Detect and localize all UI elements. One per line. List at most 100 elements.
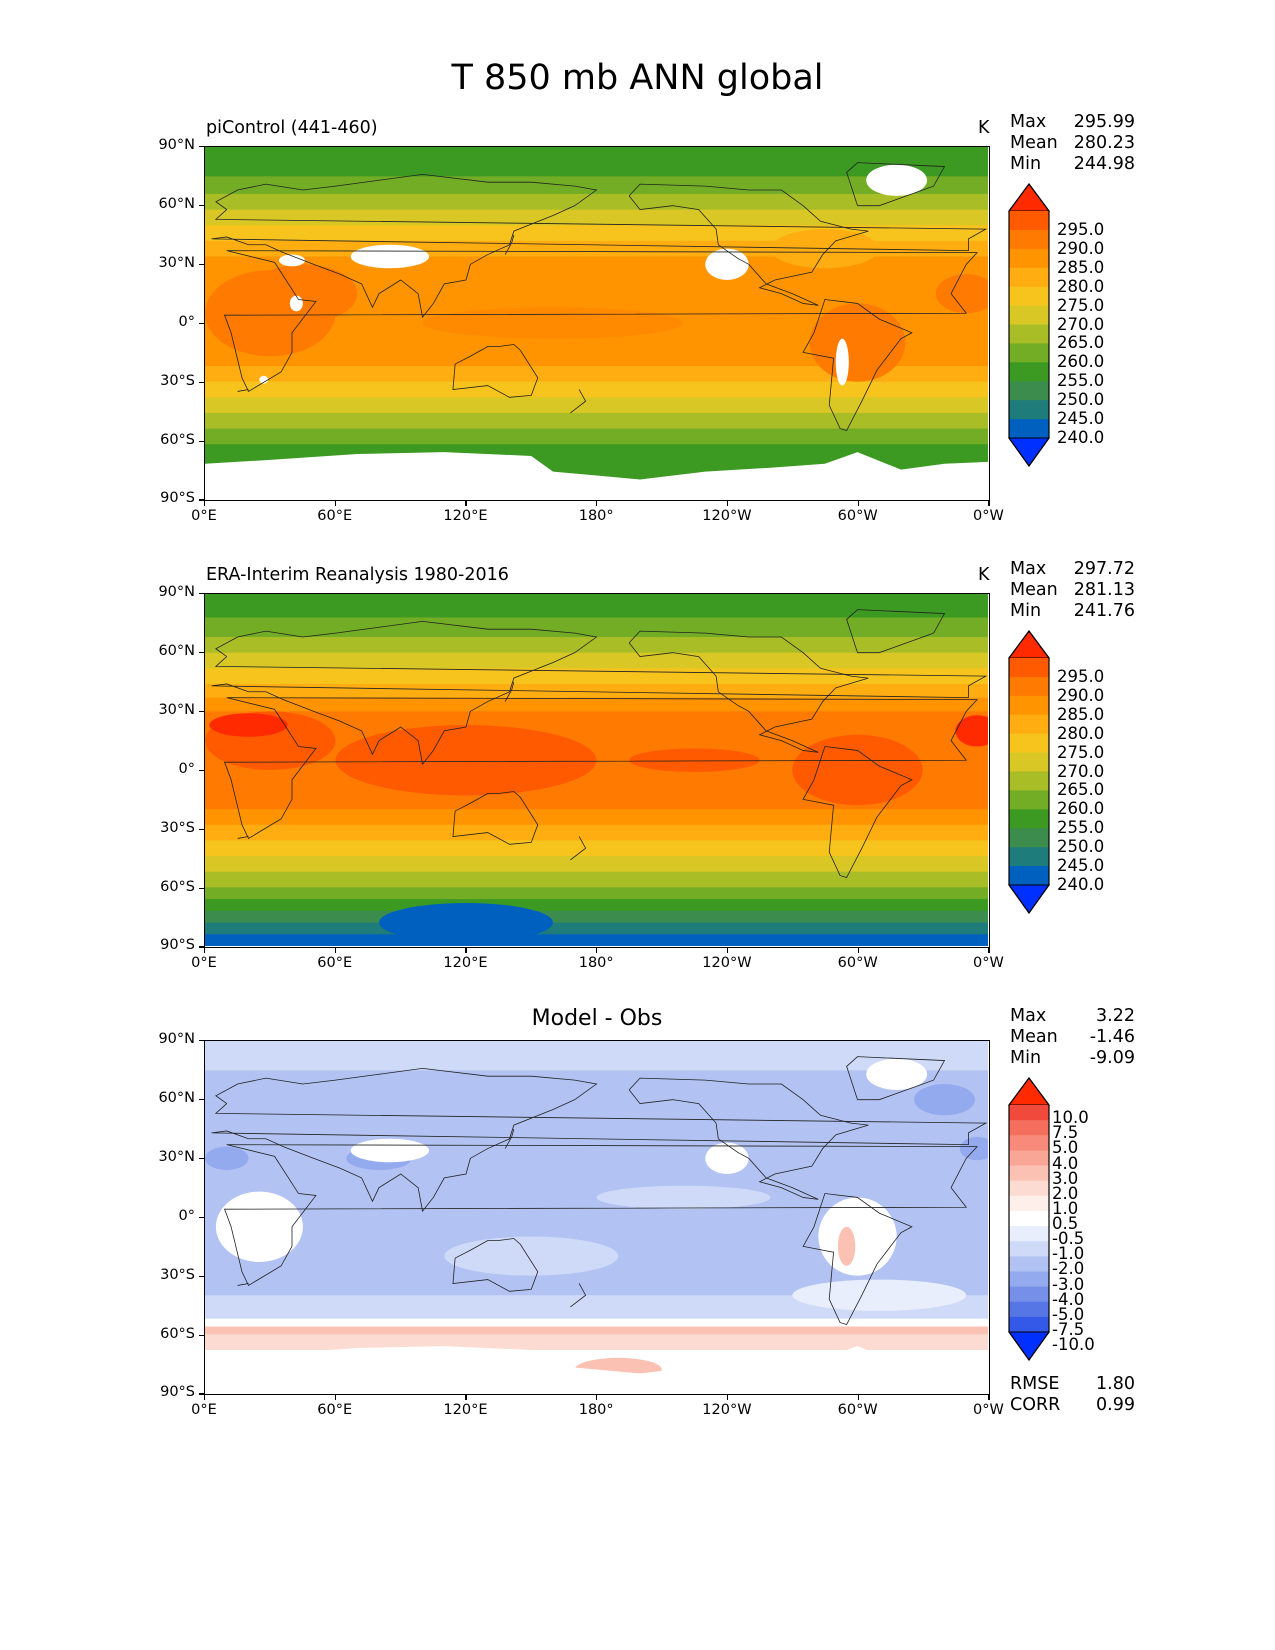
x-tick-mark <box>988 501 990 506</box>
x-tick-label: 120°W <box>702 508 752 524</box>
y-tick-label: 90°S <box>160 490 195 507</box>
colorbar-swatch <box>1009 211 1049 231</box>
colorbar-label: 255.0 <box>1057 818 1105 838</box>
panel2-map-svg <box>205 594 988 946</box>
x-tick-mark <box>204 501 206 506</box>
y-tick-mark <box>199 946 204 948</box>
coastline <box>802 746 913 879</box>
colorbar-label: 290.0 <box>1057 238 1105 258</box>
panel1-title: piControl (441-460) <box>206 118 378 138</box>
x-tick-label: 60°W <box>837 955 878 971</box>
coastline <box>504 1128 515 1149</box>
y-tick-label: 60°S <box>160 878 195 895</box>
coastline <box>237 836 249 839</box>
panel2-colorbar <box>1008 630 1050 915</box>
y-tick-label: 90°N <box>158 137 195 153</box>
colorbar-outline <box>1008 1077 1050 1362</box>
missing-data-mask <box>278 254 306 267</box>
coastline <box>211 1067 988 1213</box>
map-band <box>205 366 988 383</box>
x-tick-mark <box>465 948 467 953</box>
colorbar-swatch <box>1009 866 1049 886</box>
missing-data-mask <box>866 164 928 196</box>
colorbar-label: 245.0 <box>1057 409 1105 429</box>
map-band <box>205 887 988 900</box>
x-tick-mark <box>596 948 598 953</box>
colorbar-label: 240.0 <box>1057 875 1105 894</box>
figure-title: T 850 mb ANN global <box>451 58 824 98</box>
coastline <box>211 620 988 766</box>
colorbar-label: 295.0 <box>1057 666 1105 686</box>
x-tick-label: 0°E <box>191 1402 217 1418</box>
y-tick-mark <box>199 1393 204 1395</box>
colorbar-swatch <box>1009 362 1049 382</box>
rmse-value: 1.80 <box>1096 1374 1135 1394</box>
stat-mean-value: 280.23 <box>1073 133 1135 153</box>
y-tick-label: 90°N <box>158 584 195 600</box>
colorbar-label: 260.0 <box>1057 352 1105 372</box>
colorbar-swatch <box>1009 248 1049 269</box>
y-tick-mark <box>199 1157 204 1159</box>
x-tick-mark <box>857 501 859 506</box>
colorbar-swatch <box>1009 1120 1049 1136</box>
coastline <box>237 389 249 392</box>
colorbar-swatch <box>1009 695 1049 716</box>
coastline <box>628 630 869 753</box>
map-field-patch <box>629 748 760 772</box>
y-tick-mark <box>199 1040 204 1042</box>
stat-mean-label: Mean <box>1010 1027 1058 1047</box>
panel3-map-svg <box>205 1041 988 1393</box>
y-tick-label: 0° <box>178 760 195 777</box>
coastline <box>504 681 515 702</box>
colorbar-label: 245.0 <box>1057 856 1105 876</box>
colorbar-swatch <box>1009 1226 1049 1242</box>
colorbar-swatch <box>1009 1195 1049 1212</box>
map-field-patch <box>959 1136 988 1161</box>
coastline <box>211 173 988 319</box>
rmse-label: RMSE <box>1010 1374 1060 1394</box>
coastline <box>452 344 539 398</box>
x-tick-mark <box>465 1395 467 1400</box>
map-band <box>205 1041 988 1071</box>
panel1-stats: Max 295.99 Mean 280.23 Min 244.98 <box>1010 112 1135 175</box>
map-band <box>205 899 988 912</box>
map-band <box>205 594 988 618</box>
colorbar-swatch <box>1009 324 1049 344</box>
coastline <box>570 1283 587 1308</box>
colorbar-swatch <box>1009 419 1049 439</box>
x-tick-label: 60°W <box>837 1402 878 1418</box>
coastline <box>504 234 515 255</box>
stat-mean-value: 281.13 <box>1073 580 1135 600</box>
panel3-title: Model - Obs <box>531 1006 663 1031</box>
x-tick-mark <box>334 501 336 506</box>
map-band <box>205 1129 988 1198</box>
colorbar-extend-min <box>1008 437 1050 467</box>
colorbar-label: 4.0 <box>1052 1153 1079 1173</box>
map-field-patch <box>335 725 597 796</box>
coastline <box>452 791 539 845</box>
colorbar-swatch <box>1009 1105 1049 1121</box>
y-tick-mark <box>199 1098 204 1101</box>
map-band <box>205 910 988 924</box>
colorbar-label: 285.0 <box>1057 704 1105 724</box>
stat-max-value: 295.99 <box>1073 112 1135 132</box>
map-band <box>205 1318 988 1328</box>
coastline <box>846 1056 946 1101</box>
stat-max-value: 3.22 <box>1096 1006 1135 1026</box>
colorbar-label: -2.0 <box>1052 1259 1085 1279</box>
map-band <box>205 381 988 398</box>
colorbar-swatch <box>1009 1165 1049 1182</box>
colorbar-swatch <box>1009 305 1049 325</box>
colorbar-label: 295.0 <box>1057 219 1105 239</box>
colorbar-label: 290.0 <box>1057 685 1105 705</box>
map-band <box>205 1326 988 1335</box>
colorbar-label: 7.5 <box>1052 1123 1079 1143</box>
map-field-patch <box>422 307 684 339</box>
panel2-title: ERA-Interim Reanalysis 1980-2016 <box>206 565 509 585</box>
coastline <box>628 1077 869 1200</box>
y-tick-label: 30°N <box>158 1148 195 1165</box>
colorbar-label: -4.0 <box>1052 1289 1085 1309</box>
colorbar-swatch <box>1009 1180 1049 1197</box>
stat-max-value: 297.72 <box>1073 559 1135 579</box>
colorbar-swatch <box>1009 267 1049 288</box>
